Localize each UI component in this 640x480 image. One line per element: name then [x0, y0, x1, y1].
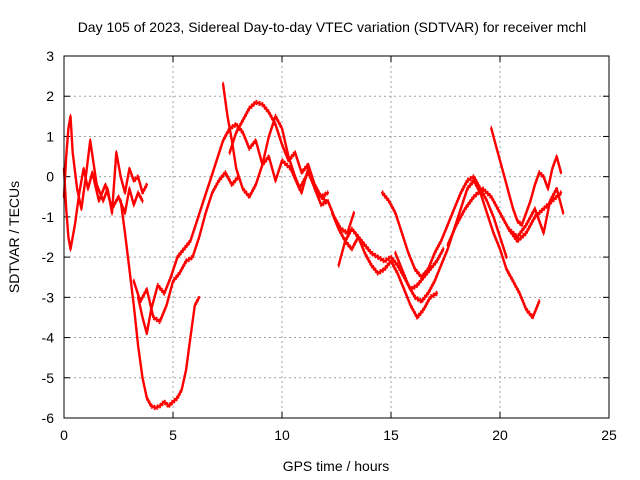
series-markers-track-13: [447, 186, 562, 244]
y-tick-label: -1: [42, 209, 55, 225]
y-tick-label: 3: [46, 48, 54, 64]
y-tick-label: -6: [42, 410, 55, 426]
series-markers-track-9: [338, 226, 438, 316]
series-line-track-10: [381, 175, 508, 279]
x-tick-label: 20: [492, 427, 508, 443]
series-line-track-1: [62, 115, 148, 215]
series-markers-shift-track-4: [133, 174, 239, 325]
x-axis-label: GPS time / hours: [283, 458, 390, 474]
y-axis-label: SDTVAR / TECUs: [6, 181, 22, 293]
x-tick-label: 25: [601, 427, 617, 443]
x-tick-label: 10: [274, 427, 290, 443]
series-markers-shift-track-6: [222, 85, 355, 236]
series-markers-shift-track-10: [381, 178, 508, 280]
series-markers-shift-track-9: [338, 230, 438, 320]
series-markers-track-2: [63, 166, 144, 248]
series-markers-shift-track-7: [229, 103, 329, 200]
y-tick-label: -4: [42, 330, 55, 346]
series-line-track-3: [119, 199, 201, 410]
y-tick-label: 2: [46, 88, 54, 104]
x-tick-label: 0: [60, 427, 68, 443]
plot-frame: [63, 55, 610, 419]
series-markers-shift-track-8: [331, 214, 444, 292]
series-line-track-7: [228, 101, 329, 198]
series-line-track-11: [394, 179, 541, 319]
series-markers-track-14: [508, 186, 564, 236]
x-tick-label: 15: [383, 427, 399, 443]
series-markers-shift-track-5: [137, 125, 327, 337]
y-tick-label: 0: [46, 169, 54, 185]
series-markers-track-1: [63, 113, 148, 212]
series-line-track-9: [337, 227, 438, 319]
y-tick-label: -2: [42, 249, 55, 265]
series-line-track-13: [446, 187, 563, 247]
series-markers-track-6: [222, 81, 355, 232]
series-markers-track-5: [137, 121, 327, 333]
series-line-track-5: [136, 123, 327, 335]
series-markers-track-3: [120, 198, 200, 407]
chart-title: Day 105 of 2023, Sidereal Day-to-day VTE…: [78, 19, 587, 35]
series-markers-shift-track-13: [447, 190, 562, 248]
x-tick-label: 5: [169, 427, 177, 443]
series-markers-shift-track-3: [120, 202, 200, 411]
y-tick-label: -5: [42, 370, 55, 386]
series-markers-track-11: [394, 178, 540, 316]
series-markers-track-7: [229, 99, 329, 196]
series-markers-track-8: [331, 210, 444, 288]
series-markers-shift-track-1: [63, 117, 148, 216]
y-tick-label: -3: [42, 289, 55, 305]
series-line-track-8: [330, 211, 445, 291]
series-markers-track-10: [381, 174, 508, 276]
data-series: [62, 81, 565, 411]
grid-lines: [64, 56, 609, 418]
series-markers-shift-track-12: [490, 129, 562, 228]
series-line-track-14: [507, 187, 565, 239]
series-markers-track-12: [490, 125, 562, 224]
axis-ticks: 0 5 10 15 20 25 -6 -5 -4 -3 -2 -1 0 1 2 3: [42, 48, 617, 443]
series-markers-shift-track-11: [394, 182, 540, 320]
series-markers-shift-track-2: [63, 170, 144, 252]
series-markers-shift-track-14: [508, 190, 564, 240]
y-tick-label: 1: [46, 128, 54, 144]
